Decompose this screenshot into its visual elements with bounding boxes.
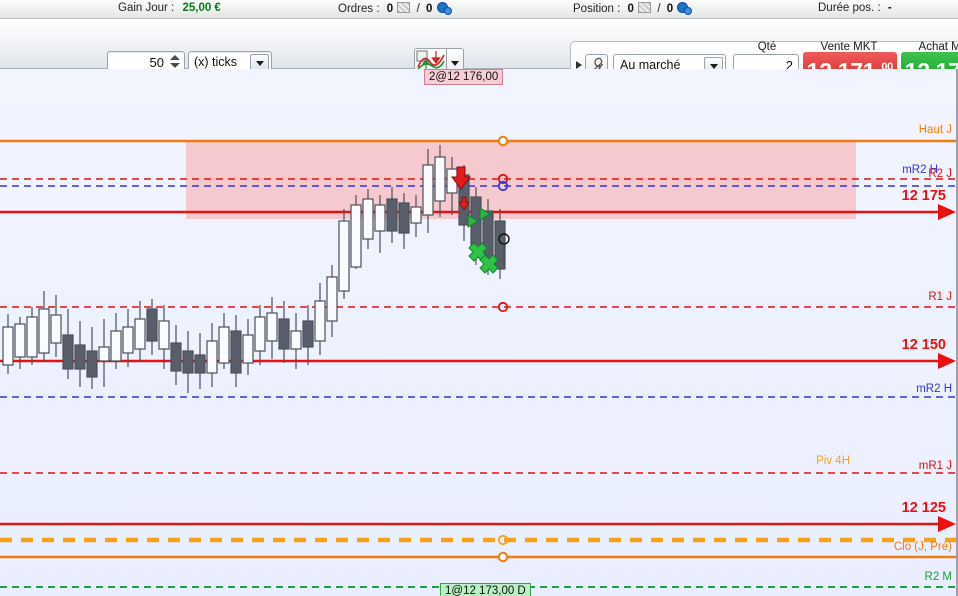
sell-order-tag[interactable]: 2@12 176,00 bbox=[424, 69, 504, 85]
position-qty: 0 bbox=[627, 3, 634, 15]
level-label-mr2-h-upper: mR2 H bbox=[902, 164, 938, 176]
stepper-arrows[interactable] bbox=[169, 54, 181, 73]
orders-settings-gears-icon[interactable] bbox=[436, 2, 452, 15]
status-bar: Gain Jour : 25,00 € Ordres : 0 / 0 Posit… bbox=[0, 0, 958, 19]
position-working-qty: 0 bbox=[666, 3, 674, 15]
main-toolbar: 50 (x) ticks bbox=[0, 19, 958, 88]
gain-jour-label: Gain Jour : bbox=[118, 2, 175, 14]
tick-unit-value: (x) ticks bbox=[194, 55, 238, 69]
level-label-mr1-j: mR1 J bbox=[918, 460, 952, 472]
sell-entry-arrow-icon bbox=[451, 166, 471, 190]
candle-series bbox=[2, 145, 506, 393]
panel-expand-arrow-icon[interactable] bbox=[576, 61, 582, 69]
position-group: Position : 0 / 0 bbox=[573, 2, 693, 15]
duree-pos-value: - bbox=[887, 2, 892, 14]
stepper-up-icon[interactable] bbox=[170, 55, 180, 60]
trade-exit-cross-icon bbox=[468, 242, 488, 262]
position-label: Position : bbox=[573, 3, 621, 15]
trade-exit-cross-icon-2 bbox=[479, 254, 499, 274]
sell-price-decimals: 00 bbox=[881, 61, 893, 73]
chart-canvas bbox=[0, 135, 956, 588]
trade-markers bbox=[451, 166, 510, 274]
level-arrow-12125 bbox=[938, 516, 956, 532]
level-handle-r1-j[interactable] bbox=[497, 301, 509, 313]
sell-mkt-title: Vente MKT bbox=[820, 41, 878, 53]
supply-zone-rect bbox=[186, 141, 856, 219]
flatten-position-icon[interactable] bbox=[638, 2, 652, 13]
level-label-clo-j-pre: Clo (J, Pré) bbox=[893, 541, 952, 553]
ordres-group: Ordres : 0 / 0 bbox=[338, 2, 452, 15]
level-label-haut-j: Haut J bbox=[918, 124, 952, 136]
level-label-mr2-h-lower: mR2 H bbox=[916, 383, 952, 395]
level-arrow-12150 bbox=[938, 353, 956, 369]
level-label-r1-j: R1 J bbox=[928, 291, 952, 303]
buy-entry-arrow-icon-2 bbox=[479, 207, 491, 221]
duree-pos-label: Durée pos. : bbox=[818, 2, 881, 14]
duree-pos-group: Durée pos. : - bbox=[818, 2, 892, 14]
level-label-r2-m: R2 M bbox=[924, 571, 952, 583]
gain-jour-value: 25,00 € bbox=[182, 2, 221, 14]
level-handle-r2-j[interactable] bbox=[497, 173, 509, 185]
chart-tools-icon bbox=[416, 50, 445, 74]
buy-entry-arrow-icon bbox=[467, 214, 479, 228]
tick-size-value: 50 bbox=[149, 55, 164, 70]
buy-order-tag[interactable]: 1@12 173,00 D bbox=[440, 583, 531, 596]
stepper-down-icon[interactable] bbox=[170, 63, 180, 68]
level-handle-haut-j[interactable] bbox=[497, 135, 509, 147]
price-label-12125: 12 125 bbox=[901, 500, 946, 516]
position-separator: / bbox=[657, 3, 661, 15]
price-label-12175: 12 175 bbox=[901, 188, 946, 204]
qte-value: 2 bbox=[785, 58, 793, 73]
ordres-working-count: 0 bbox=[425, 3, 433, 15]
order-type-value: Au marché bbox=[620, 58, 681, 72]
price-label-12150: 12 150 bbox=[901, 337, 946, 353]
buy-mkt-title: Achat MKT bbox=[918, 41, 958, 53]
level-handle-clo-j-pre[interactable] bbox=[497, 551, 509, 563]
ordres-label: Ordres : bbox=[338, 3, 380, 15]
level-handle-piv-4h[interactable] bbox=[497, 534, 509, 546]
level-label-piv-4h: Piv 4H bbox=[816, 455, 850, 467]
gain-jour-group: Gain Jour : 25,00 € bbox=[118, 2, 221, 14]
qte-label: Qté bbox=[757, 41, 777, 53]
ordres-filled-count: 0 bbox=[386, 3, 394, 15]
position-settings-gears-icon[interactable] bbox=[677, 2, 693, 15]
level-label-r2-j: R2 J bbox=[928, 168, 952, 180]
level-arrow-12175 bbox=[938, 204, 956, 220]
sell-entry-arrow-icon-2 bbox=[458, 196, 470, 211]
ordres-separator: / bbox=[416, 3, 420, 15]
level-handle-mr2-h-upper[interactable] bbox=[497, 180, 509, 192]
cancel-orders-icon[interactable] bbox=[397, 2, 411, 13]
price-chart[interactable]: 12 175 12 150 12 125 Haut J mR2 H R2 J R… bbox=[0, 69, 958, 596]
